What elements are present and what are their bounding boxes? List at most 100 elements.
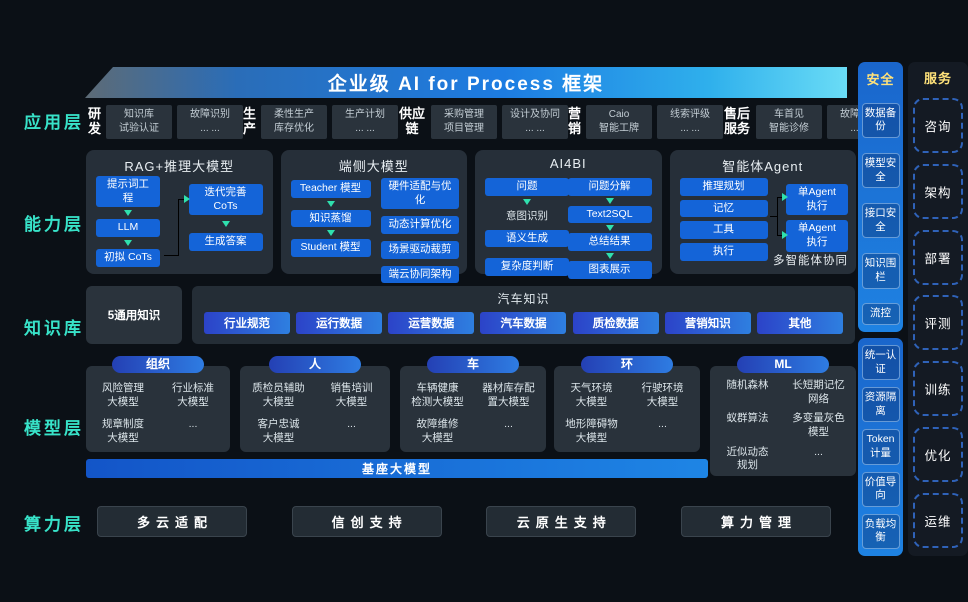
model-group-box: 随机森林 长短期记忆 网络 蚁群算法 多变量灰色 模型 近似动态 规划 ... xyxy=(710,366,856,476)
app-group-label: 生产 xyxy=(243,106,257,136)
app-group-supply-chain: 供应链 采购管理 项目管理 设计及协同 ... ... xyxy=(398,105,569,139)
security-panel-title: 安全 xyxy=(866,72,895,87)
model-cell: 风险管理 大模型 xyxy=(102,382,144,408)
model-cell: 质检员辅助 大模型 xyxy=(252,382,305,408)
capability-layer-row: RAG+推理大模型 提示词工 程 LLM 初拟 CoTs 迭代完善 CoTs 生… xyxy=(86,150,856,284)
model-cell: 地形障碍物 大模型 xyxy=(565,418,618,444)
model-cell: 销售培训 大模型 xyxy=(330,382,373,408)
flow-node-init-cots: 初拟 CoTs xyxy=(96,248,160,267)
knowledge-pill: 运行数据 xyxy=(296,312,383,334)
model-group-pill: 组织 xyxy=(112,356,204,373)
app-group-label: 研发 xyxy=(88,106,102,136)
connector-line xyxy=(178,199,184,200)
arrow-down-icon xyxy=(605,252,614,259)
connector-line xyxy=(776,197,782,198)
layer-label-application: 应用层 xyxy=(24,113,84,132)
security-item: 接口安全 xyxy=(861,203,900,239)
app-group-rnd: 研发 知识库 试验认证 故障识别 ... ... xyxy=(88,105,244,139)
flow-node-question: 问题 xyxy=(485,178,569,196)
flow-node-teacher: Teacher 模型 xyxy=(290,180,371,198)
agent-exec-node: 单Agent 执行 xyxy=(786,184,848,216)
app-item: 采购管理 项目管理 xyxy=(431,105,498,139)
arrow-down-icon xyxy=(221,221,230,228)
framework-banner: 企业级 AI for Process 框架 xyxy=(85,67,847,98)
service-item: 架构 xyxy=(913,163,963,219)
knowledge-pill: 其他 xyxy=(756,312,843,334)
knowledge-auto-panel: 汽车知识 行业规范 运行数据 运营数据 汽车数据 质检数据 营销知识 其他 xyxy=(192,286,855,344)
capability-box-edge: 端侧大模型 Teacher 模型 知识蒸馏 Student 模型 硬件适配与优化… xyxy=(280,150,467,284)
flow-node-semantic: 语义生成 xyxy=(485,229,569,248)
agent-component: 执行 xyxy=(679,242,768,261)
layer-label-model: 模型层 xyxy=(24,419,84,438)
connector-line xyxy=(178,199,179,256)
app-item: 线索评级 ... ... xyxy=(657,105,724,139)
model-cell: 器材库存配 置大模型 xyxy=(482,382,535,408)
model-group-box: 风险管理 大模型 行业标准 大模型 规章制度 大模型 ... xyxy=(86,366,230,452)
model-cell: ... xyxy=(188,418,198,431)
model-cell: ... xyxy=(504,418,513,431)
arrow-right-icon xyxy=(781,193,788,201)
app-group-marketing: 营销 Caio 智能工牌 线索评级 ... ... xyxy=(568,105,724,139)
app-item: 设计及协同 ... ... xyxy=(502,105,569,139)
model-cell: ... xyxy=(347,418,356,431)
service-item: 部署 xyxy=(913,229,963,285)
bi-step: Text2SQL xyxy=(567,205,652,224)
multi-agent-note: 多智能体协同 xyxy=(773,255,848,267)
agent-exec-node: 单Agent 执行 xyxy=(786,220,848,252)
arrow-down-icon xyxy=(124,210,132,217)
app-group-label: 供应链 xyxy=(399,106,426,136)
flow-node-distill: 知识蒸馏 xyxy=(290,209,371,228)
arrow-down-icon xyxy=(124,239,132,246)
layer-label-knowledge: 知识库 xyxy=(24,319,84,338)
model-cell: 车辆健康 检测大模型 xyxy=(411,382,464,408)
connector-line xyxy=(776,235,782,236)
capability-box-title: 端侧大模型 xyxy=(338,159,409,174)
model-cell: 行驶环境 大模型 xyxy=(641,382,684,408)
agent-component: 记忆 xyxy=(679,199,768,218)
connector-line xyxy=(776,197,778,235)
model-cell: 多变量灰色 模型 xyxy=(792,412,845,438)
app-group-label: 营销 xyxy=(568,106,582,136)
security-item: 模型安全 xyxy=(861,152,900,189)
app-item: 车首见 智能诊修 xyxy=(756,105,823,139)
model-group-box: 车辆健康 检测大模型 器材库存配 置大模型 故障维修 大模型 ... xyxy=(400,366,546,452)
edge-feature: 硬件适配与优化 xyxy=(381,178,459,210)
arrow-down-icon xyxy=(605,225,614,232)
model-cell: 近似动态 规划 xyxy=(726,445,769,472)
security-item: 流控 xyxy=(861,303,900,325)
model-cell: 规章制度 大模型 xyxy=(102,418,144,444)
edge-feature: 场景驱动裁剪 xyxy=(381,240,459,259)
knowledge-pill: 质检数据 xyxy=(572,312,659,334)
service-item: 训练 xyxy=(913,361,963,417)
bi-step: 问题分解 xyxy=(567,178,652,196)
framework-title: 企业级 AI for Process 框架 xyxy=(327,74,605,95)
capability-box-ai4bi: AI4BI 问题 意图识别 语义生成 复杂度判断 问题分解 Text2SQL 总… xyxy=(475,150,662,279)
security-item: 统一认证 xyxy=(861,345,900,381)
knowledge-general-box: 5通用知识 xyxy=(86,286,182,344)
model-group-pill: ML xyxy=(737,356,829,373)
compute-button: 算力管理 xyxy=(680,506,831,537)
bi-step: 图表展示 xyxy=(567,260,652,279)
agent-component: 工具 xyxy=(679,221,768,239)
knowledge-pill: 行业规范 xyxy=(204,312,290,334)
security-panel-top: 安全 数据备份 模型安全 接口安全 知识围栏 流控 xyxy=(858,62,903,332)
flow-node-complexity: 复杂度判断 xyxy=(485,258,569,276)
model-group-pill: 车 xyxy=(427,356,519,373)
flow-node-student: Student 模型 xyxy=(290,239,371,257)
knowledge-pill: 营销知识 xyxy=(664,312,751,334)
flow-node-answer: 生成答案 xyxy=(188,233,263,251)
connector-line xyxy=(769,216,777,217)
model-cell: 蚁群算法 xyxy=(726,412,769,425)
knowledge-auto-title: 汽车知识 xyxy=(497,292,550,306)
app-item: Caio 智能工牌 xyxy=(586,105,653,139)
model-cell: 客户忠诚 大模型 xyxy=(257,418,300,444)
connector-line xyxy=(164,255,178,256)
agent-component: 推理规划 xyxy=(679,178,768,196)
flow-node-intent: 意图识别 xyxy=(506,209,548,222)
model-layer-row: 组织 风险管理 大模型 行业标准 大模型 规章制度 大模型 ... 人 质检员辅… xyxy=(86,356,856,480)
security-item: 价值导向 xyxy=(861,471,900,507)
security-item: 资源隔离 xyxy=(861,387,900,423)
model-cell: ... xyxy=(814,445,823,458)
foundation-model-bar: 基座大模型 xyxy=(86,459,708,478)
